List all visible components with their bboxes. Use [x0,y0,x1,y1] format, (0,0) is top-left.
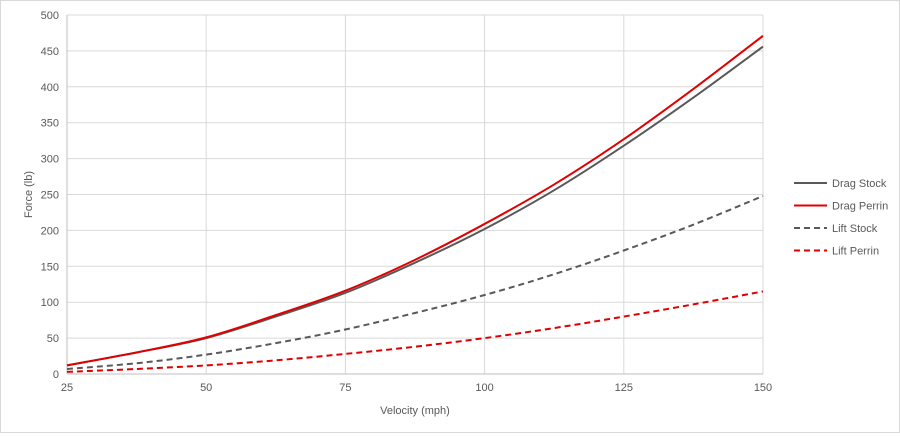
legend-item-drag-stock: Drag Stock [794,178,887,190]
y-tick-labels: 0 50 100 150 200 250 300 350 400 450 500 [41,10,59,381]
axes [66,15,763,375]
y-axis-title: Force (lb) [23,171,35,218]
series-line-lift-perrin [66,290,764,373]
x-tick-label: 100 [475,382,493,394]
legend-item-lift-stock: Lift Stock [794,223,878,235]
x-tick-label: 150 [754,382,772,394]
x-tick-label: 75 [339,382,351,394]
x-tick-label: 25 [61,382,73,394]
legend-label: Drag Stock [832,178,887,190]
x-axis-title: Velocity (mph) [380,405,450,417]
y-tick-label: 450 [41,46,59,58]
y-tick-label: 200 [41,225,59,237]
legend-label: Lift Stock [832,223,878,235]
x-tick-labels: 25 50 75 100 125 150 [61,382,772,394]
series-line-lift-stock [66,195,764,370]
gridlines [67,14,764,374]
y-tick-label: 300 [41,154,59,166]
y-tick-label: 0 [53,369,59,381]
series-line-drag-perrin [66,35,764,367]
y-tick-label: 50 [47,333,59,345]
y-tick-label: 150 [41,261,59,273]
series-lines [66,35,764,373]
legend-label: Drag Perrin [832,201,888,213]
y-tick-label: 250 [41,190,59,202]
x-tick-label: 50 [200,382,212,394]
legend-item-lift-perrin: Lift Perrin [794,246,879,258]
y-tick-label: 500 [41,10,59,22]
y-tick-label: 400 [41,82,59,94]
x-tick-label: 125 [615,382,633,394]
legend-item-drag-perrin: Drag Perrin [794,201,888,213]
series-line-drag-stock [66,45,764,367]
y-tick-label: 100 [41,297,59,309]
legend: Drag Stock Drag Perrin Lift Stock Lift Perr… [794,178,888,258]
legend-label: Lift Perrin [832,246,879,258]
y-tick-label: 350 [41,118,59,130]
